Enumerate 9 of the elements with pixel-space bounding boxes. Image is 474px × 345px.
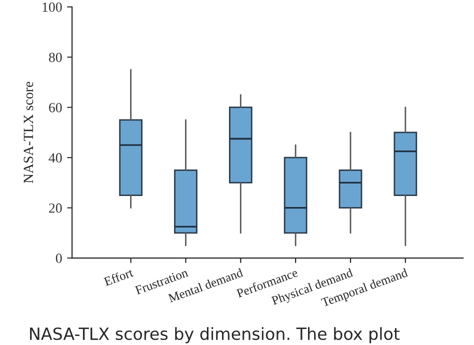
y-tick-label: 60 — [49, 102, 62, 112]
y-axis-title: NASA-TLX score — [24, 82, 34, 184]
y-tick-label: 20 — [49, 203, 62, 213]
y-tick-label: 80 — [48, 52, 62, 62]
y-tick-label: 0 — [56, 254, 62, 264]
y-tick-label: 40 — [48, 153, 62, 163]
x-tick-label: Effort — [103, 268, 134, 286]
text: NASA-TLX scores by dimension. The box plot — [30, 327, 400, 344]
y-tick-label: 100 — [42, 2, 62, 12]
